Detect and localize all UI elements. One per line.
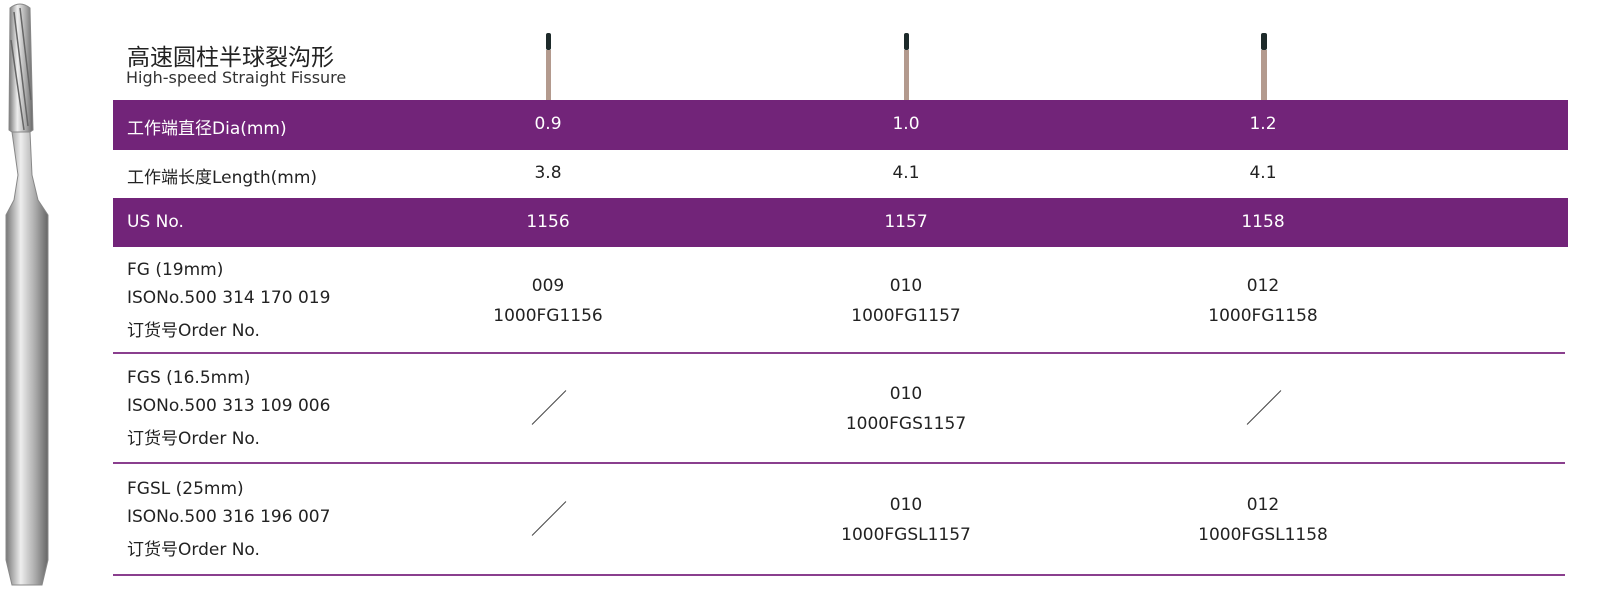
block-label: FG (19mm) [127, 260, 224, 280]
block-label: ISONo.500 314 170 019 [127, 288, 331, 308]
cell: 1000FGS1157 [845, 414, 967, 434]
subtitle: High-speed Straight Fissure [126, 68, 347, 87]
table-row: 工作端长度Length(mm) 3.8 4.1 4.1 [113, 150, 1568, 198]
block-label: 订货号Order No. [127, 540, 260, 560]
cell: 1000FG1156 [493, 306, 603, 326]
block-label: 订货号Order No. [127, 429, 260, 449]
cell: 1000FGSL1157 [841, 525, 971, 545]
cell: 3.8 [534, 163, 562, 183]
cell: 1.2 [1249, 114, 1277, 134]
block-label: 订货号Order No. [127, 321, 260, 341]
cell: 0.9 [534, 114, 562, 134]
cell: 1157 [884, 211, 928, 232]
cell: 010 [889, 495, 923, 515]
cell: 4.1 [1249, 163, 1277, 183]
cell: 1156 [526, 211, 570, 232]
row-rule [113, 462, 1565, 464]
row-label: 工作端长度Length(mm) [127, 168, 318, 188]
block-label: FGS (16.5mm) [127, 368, 251, 388]
cell: 1158 [1241, 211, 1285, 232]
cell: 4.1 [892, 163, 920, 183]
title: 高速圆柱半球裂沟形 [127, 45, 334, 71]
block-label: ISONo.500 316 196 007 [127, 507, 331, 527]
block-label: FGSL (25mm) [127, 479, 244, 499]
cell: 1000FG1157 [851, 306, 961, 326]
cell: 010 [889, 276, 923, 296]
cell: 1.0 [892, 114, 920, 134]
cell: 1000FGSL1158 [1198, 525, 1328, 545]
table-row: US No. 1156 1157 1158 [113, 198, 1568, 247]
bur-icons [546, 33, 1267, 100]
row-rule [113, 352, 1565, 354]
row-label: US No. [127, 211, 184, 232]
row-label: 工作端直径Dia(mm) [127, 119, 287, 139]
row-rule [113, 574, 1565, 576]
cell: 012 [1246, 276, 1280, 296]
block-label: ISONo.500 313 109 006 [127, 396, 331, 416]
bur-image [5, 3, 49, 586]
cell: 010 [889, 384, 923, 404]
cell: 1000FG1158 [1208, 306, 1318, 326]
cell: 009 [531, 276, 565, 296]
table-row: 工作端直径Dia(mm) 0.9 1.0 1.2 [113, 100, 1568, 150]
cell: 012 [1246, 495, 1280, 515]
